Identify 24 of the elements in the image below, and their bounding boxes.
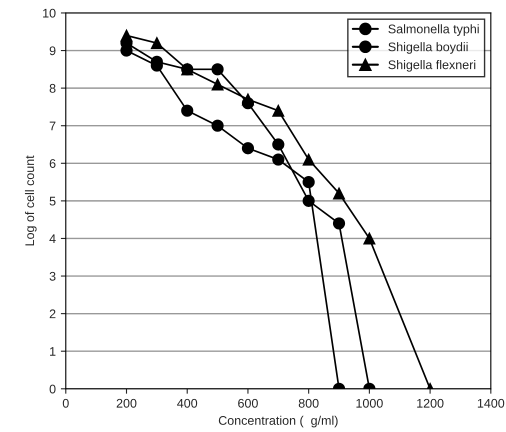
y-tick-label: 2 (50, 309, 56, 318)
y-tick-label: 9 (50, 46, 56, 56)
legend-label: Shigella flexneri (388, 60, 476, 72)
x-tick-label: 1200 (417, 398, 444, 408)
x-tick-label: 0 (62, 398, 69, 408)
x-tick-label: 600 (238, 398, 258, 408)
x-tick-label: 1400 (478, 398, 504, 408)
y-tick-label: 5 (50, 196, 56, 206)
y-tick-label: 10 (43, 8, 56, 18)
legend-label: Shigella boydii (388, 42, 468, 54)
x-tick-label: 800 (298, 398, 319, 408)
x-tick-label: 200 (116, 398, 136, 408)
x-tick-label: 1000 (356, 398, 383, 408)
y-tick-label: 6 (50, 159, 56, 168)
y-tick-label: 0 (50, 384, 56, 394)
y-tick-label: 8 (50, 84, 56, 93)
y-tick-label: 1 (50, 347, 56, 356)
y-tick-label: 7 (50, 122, 56, 130)
y-tick-label: 3 (50, 272, 56, 281)
y-axis-title: Log of cell count (24, 155, 37, 246)
x-axis-title: Concentration ( g/ml) (218, 416, 338, 428)
y-tick-label: 4 (49, 234, 56, 243)
x-tick-label: 400 (177, 398, 198, 408)
legend-label: Salmonella typhi (388, 24, 479, 36)
